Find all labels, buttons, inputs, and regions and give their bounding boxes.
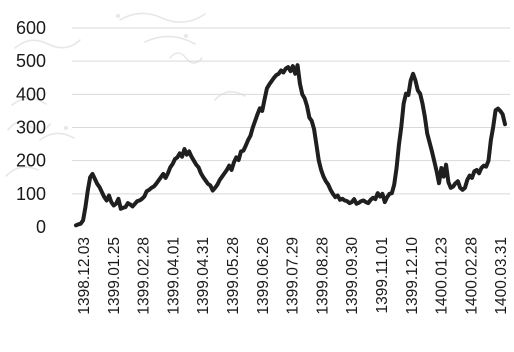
x-tick-label: 1399.04.01 (165, 237, 182, 315)
series-layer (74, 63, 507, 228)
y-tick-label: 300 (16, 118, 46, 138)
y-tick-label: 0 (36, 217, 46, 237)
x-tick-label: 1398.12.03 (76, 237, 93, 315)
x-tick-label: 1399.06.26 (255, 237, 272, 315)
x-tick-label: 1399.11.01 (374, 237, 391, 313)
x-tick-label: 1399.02.28 (136, 237, 153, 315)
x-tick-label: 1400.03.31 (493, 237, 510, 315)
y-tick-label: 100 (16, 184, 46, 204)
x-axis: 1398.12.03 1399.01.25 1399.02.28 1399.04.01… (76, 237, 510, 315)
x-tick-label: 1399.07.29 (285, 237, 302, 315)
x-tick-label: 1400.01.23 (434, 237, 451, 315)
watermark-stamp (5, 12, 246, 177)
x-tick-label: 1399.04.31 (195, 237, 212, 315)
y-tick-label: 200 (16, 151, 46, 171)
y-axis: 0 100 200 300 400 500 600 (16, 18, 46, 237)
x-tick-label: 1400.02.28 (463, 237, 480, 315)
x-tick-label: 1399.01.25 (106, 237, 123, 315)
y-tick-label: 600 (16, 18, 46, 38)
x-tick-label: 1399.12.10 (404, 237, 421, 315)
x-tick-label: 1399.05.28 (225, 237, 242, 315)
x-tick-label: 1399.09.30 (344, 237, 361, 315)
y-tick-label: 400 (16, 84, 46, 104)
y-tick-label: 500 (16, 51, 46, 71)
grid-lines (72, 27, 510, 195)
series-line-0 (74, 63, 507, 228)
x-tick-label: 1399.08.28 (314, 237, 331, 315)
